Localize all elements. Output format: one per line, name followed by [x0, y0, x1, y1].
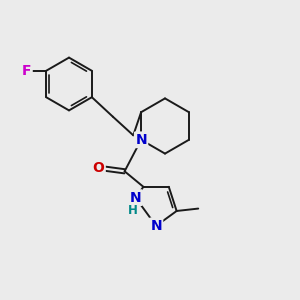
Text: F: F — [22, 64, 32, 78]
Text: N: N — [130, 190, 141, 205]
Text: H: H — [128, 204, 138, 217]
Text: O: O — [93, 161, 104, 175]
Text: N: N — [135, 133, 147, 147]
Text: N: N — [150, 219, 162, 233]
